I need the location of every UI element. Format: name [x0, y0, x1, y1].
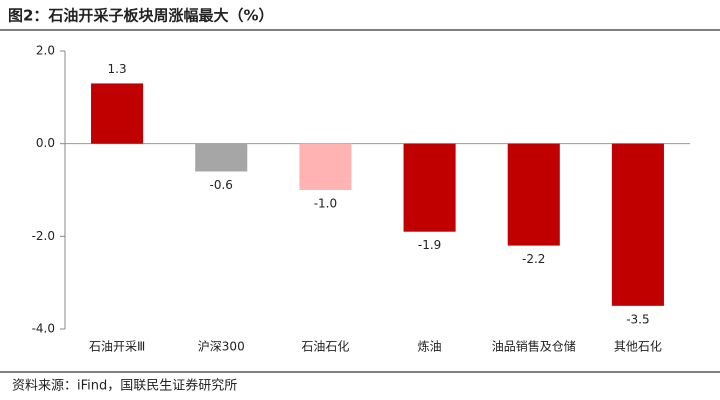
x-tick-label: 石油开采Ⅲ — [89, 340, 145, 354]
bar — [403, 143, 456, 232]
value-label: 1.3 — [108, 62, 127, 76]
value-label: -3.5 — [626, 312, 649, 326]
bar — [195, 143, 248, 172]
bar — [507, 143, 560, 246]
bar — [611, 143, 664, 306]
bar — [299, 143, 352, 190]
x-tick-label: 石油石化 — [301, 340, 349, 354]
value-label: -1.0 — [314, 197, 337, 211]
y-tick-label: 2.0 — [36, 44, 55, 58]
x-tick-label: 油品销售及仓储 — [492, 339, 576, 354]
value-label: -2.2 — [522, 252, 545, 266]
y-tick-label: -4.0 — [32, 322, 55, 336]
x-tick-label: 炼油 — [418, 339, 442, 354]
bar — [91, 83, 144, 144]
x-tick-label: 沪深300 — [198, 340, 245, 354]
y-tick-label: -2.0 — [32, 229, 55, 243]
value-label: -0.6 — [210, 178, 233, 192]
source: 资料来源：iFind，国联民生证券研究所 — [12, 378, 237, 394]
y-tick-label: 0.0 — [36, 136, 55, 150]
value-label: -1.9 — [418, 238, 441, 252]
chart-title: 图2：石油开采子板块周涨幅最大（%） — [8, 7, 273, 25]
x-tick-label: 其他石化 — [614, 340, 662, 354]
